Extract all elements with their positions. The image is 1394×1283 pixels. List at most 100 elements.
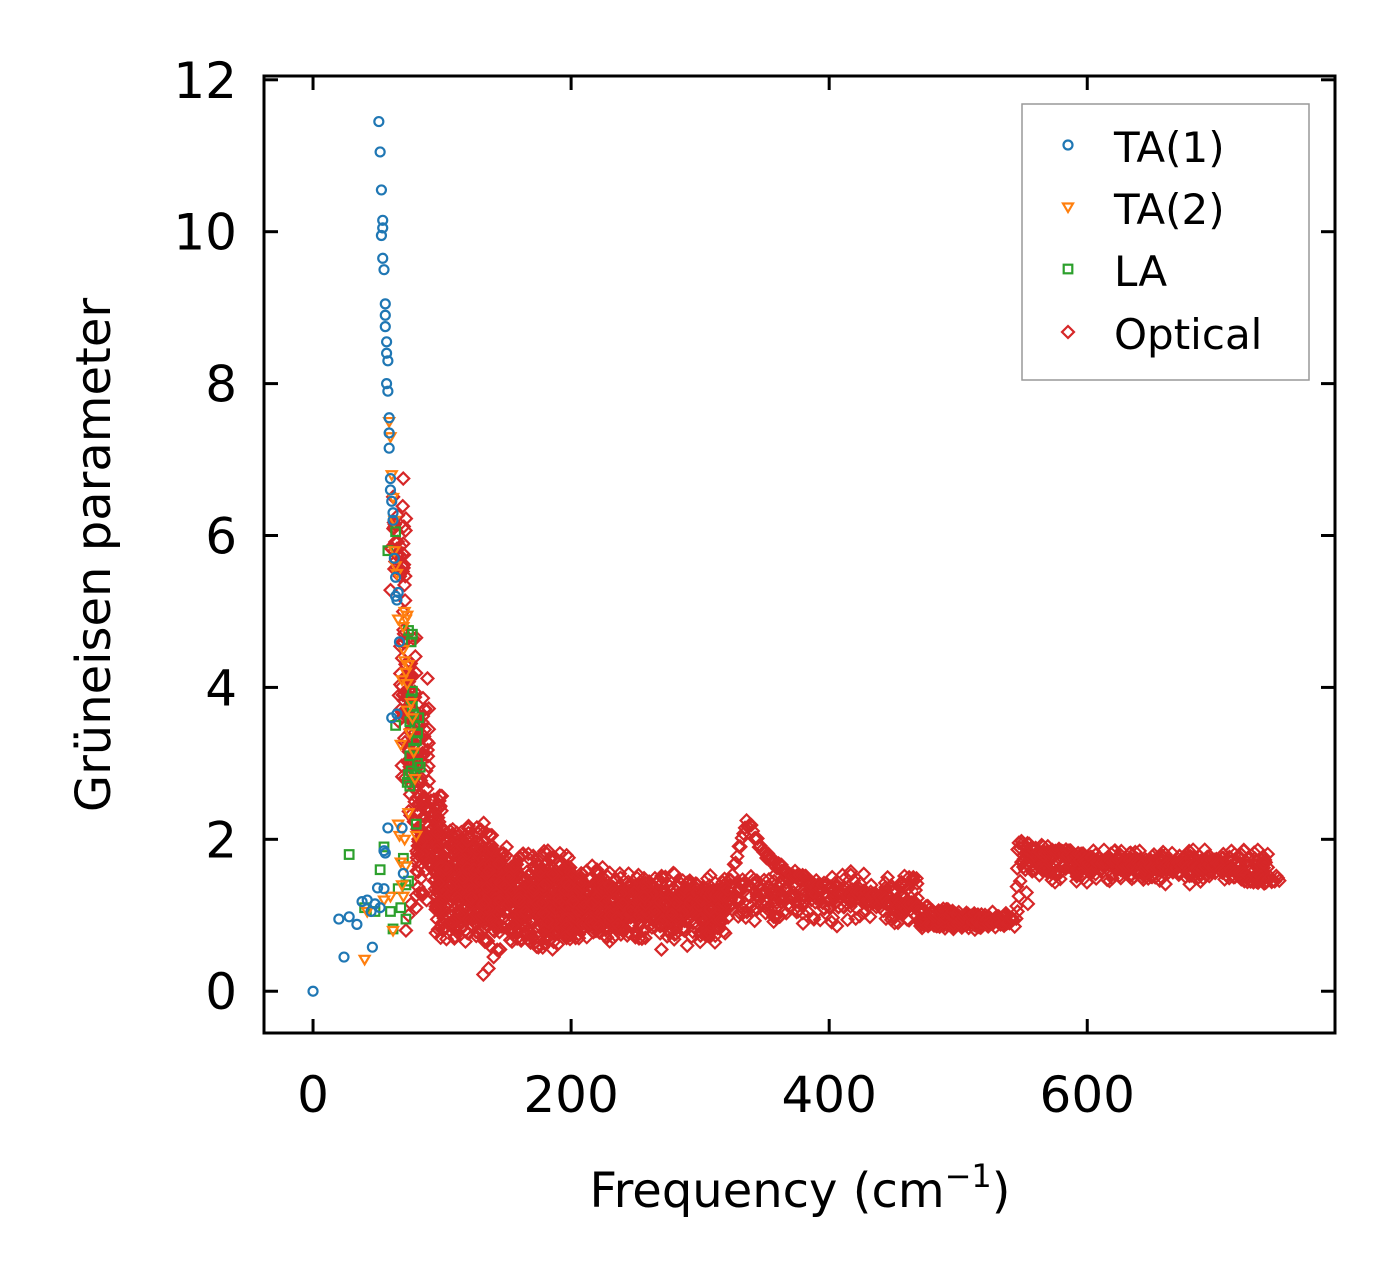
data-point-ta-1: [392, 586, 404, 599]
data-point-optical: [539, 877, 555, 893]
data-point-optical: [684, 888, 700, 904]
data-point-optical: [693, 911, 709, 927]
data-point-optical: [481, 863, 497, 879]
data-point-optical: [1008, 911, 1024, 927]
data-point-optical: [749, 901, 765, 917]
data-point-optical: [830, 899, 847, 915]
data-point-optical: [1223, 843, 1239, 859]
data-point-ta-1: [391, 594, 403, 606]
data-point-optical: [737, 820, 753, 836]
data-point-ta-1: [387, 507, 399, 519]
data-point-optical: [534, 895, 551, 911]
data-point-optical: [492, 941, 508, 958]
data-point-optical: [475, 896, 491, 912]
data-point-optical: [430, 837, 446, 853]
data-point-optical: [485, 922, 501, 938]
data-point-optical: [438, 908, 454, 924]
data-point-optical: [637, 896, 653, 912]
data-point-ta-2: [404, 698, 419, 710]
data-point-optical: [433, 860, 449, 876]
data-point-optical: [395, 471, 411, 487]
data-point-optical: [1241, 849, 1257, 865]
data-point-ta-1: [388, 552, 400, 564]
data-point-ta-2: [400, 610, 415, 623]
data-point-ta-1: [351, 918, 363, 930]
data-point-optical: [758, 905, 774, 921]
data-point-optical: [392, 538, 408, 554]
data-point-optical: [415, 799, 431, 815]
data-point-optical: [488, 848, 504, 864]
data-point-optical: [464, 890, 480, 906]
data-point-optical: [1069, 861, 1085, 878]
y-tick-label: 0: [205, 963, 237, 1021]
data-point-optical: [557, 882, 573, 898]
data-point-optical: [499, 839, 515, 855]
data-point-optical: [391, 687, 407, 703]
data-point-optical: [400, 907, 417, 923]
legend: TA(1) TA(2) LA Optical: [1021, 103, 1310, 381]
data-point-ta-2: [401, 660, 416, 672]
data-point-optical: [748, 884, 764, 900]
legend-label-la: LA: [1114, 247, 1167, 296]
data-point-ta-2: [396, 644, 411, 657]
data-point-optical: [1017, 862, 1033, 878]
data-point-optical: [419, 733, 435, 749]
data-point-ta-1: [343, 911, 355, 923]
data-point-optical: [900, 880, 916, 896]
data-point-optical: [848, 910, 864, 927]
data-point-optical: [1012, 873, 1028, 889]
data-point-optical: [459, 892, 475, 908]
data-point-optical: [615, 896, 631, 912]
data-point-la: [404, 780, 416, 792]
data-point-ta-1: [382, 385, 394, 397]
data-point-optical: [1088, 870, 1104, 886]
data-point-optical: [743, 817, 759, 833]
data-point-optical: [685, 924, 701, 940]
data-point-ta-1: [382, 822, 394, 834]
data-point-ta-2: [391, 614, 406, 627]
data-point-optical: [494, 900, 510, 916]
data-point-optical: [430, 921, 446, 937]
data-point-optical: [430, 875, 446, 891]
data-point-optical: [488, 891, 504, 907]
data-point-optical: [536, 878, 552, 894]
data-point-optical: [630, 926, 646, 942]
data-point-optical: [511, 890, 527, 907]
data-point-optical: [469, 841, 485, 857]
data-point-optical: [620, 866, 637, 882]
data-point-optical: [913, 912, 929, 928]
data-point-optical: [411, 788, 427, 804]
data-point-optical: [761, 878, 777, 894]
data-point-optical: [712, 920, 728, 937]
data-point-optical: [386, 519, 402, 535]
data-point-optical: [733, 899, 749, 915]
data-point-optical: [408, 863, 425, 879]
data-point-optical: [557, 911, 573, 927]
data-point-optical: [637, 930, 653, 946]
data-point-ta-2: [393, 739, 408, 752]
data-point-optical: [589, 862, 605, 878]
data-point-la: [385, 906, 396, 917]
data-point-la: [400, 913, 412, 925]
data-point-ta-1: [378, 883, 390, 895]
data-point-optical: [529, 895, 545, 911]
data-point-optical: [1215, 846, 1231, 862]
data-point-optical: [565, 893, 581, 909]
data-point-ta-1: [356, 896, 368, 908]
data-point-optical: [732, 839, 748, 855]
data-point-ta-1: [374, 146, 386, 158]
data-point-optical: [475, 851, 491, 867]
data-point-optical: [454, 870, 471, 886]
data-point-optical: [658, 917, 674, 934]
data-point-ta-1: [333, 913, 345, 925]
data-point-optical: [1019, 856, 1035, 872]
data-point-ta-2: [357, 954, 372, 967]
legend-label-optical: Optical: [1114, 310, 1262, 359]
data-point-optical: [460, 911, 476, 927]
data-point-optical: [492, 893, 508, 909]
data-point-ta-2: [402, 728, 417, 741]
data-point-ta-2: [399, 861, 413, 874]
x-tick-label: 400: [781, 1066, 876, 1124]
data-point-optical: [453, 912, 469, 928]
